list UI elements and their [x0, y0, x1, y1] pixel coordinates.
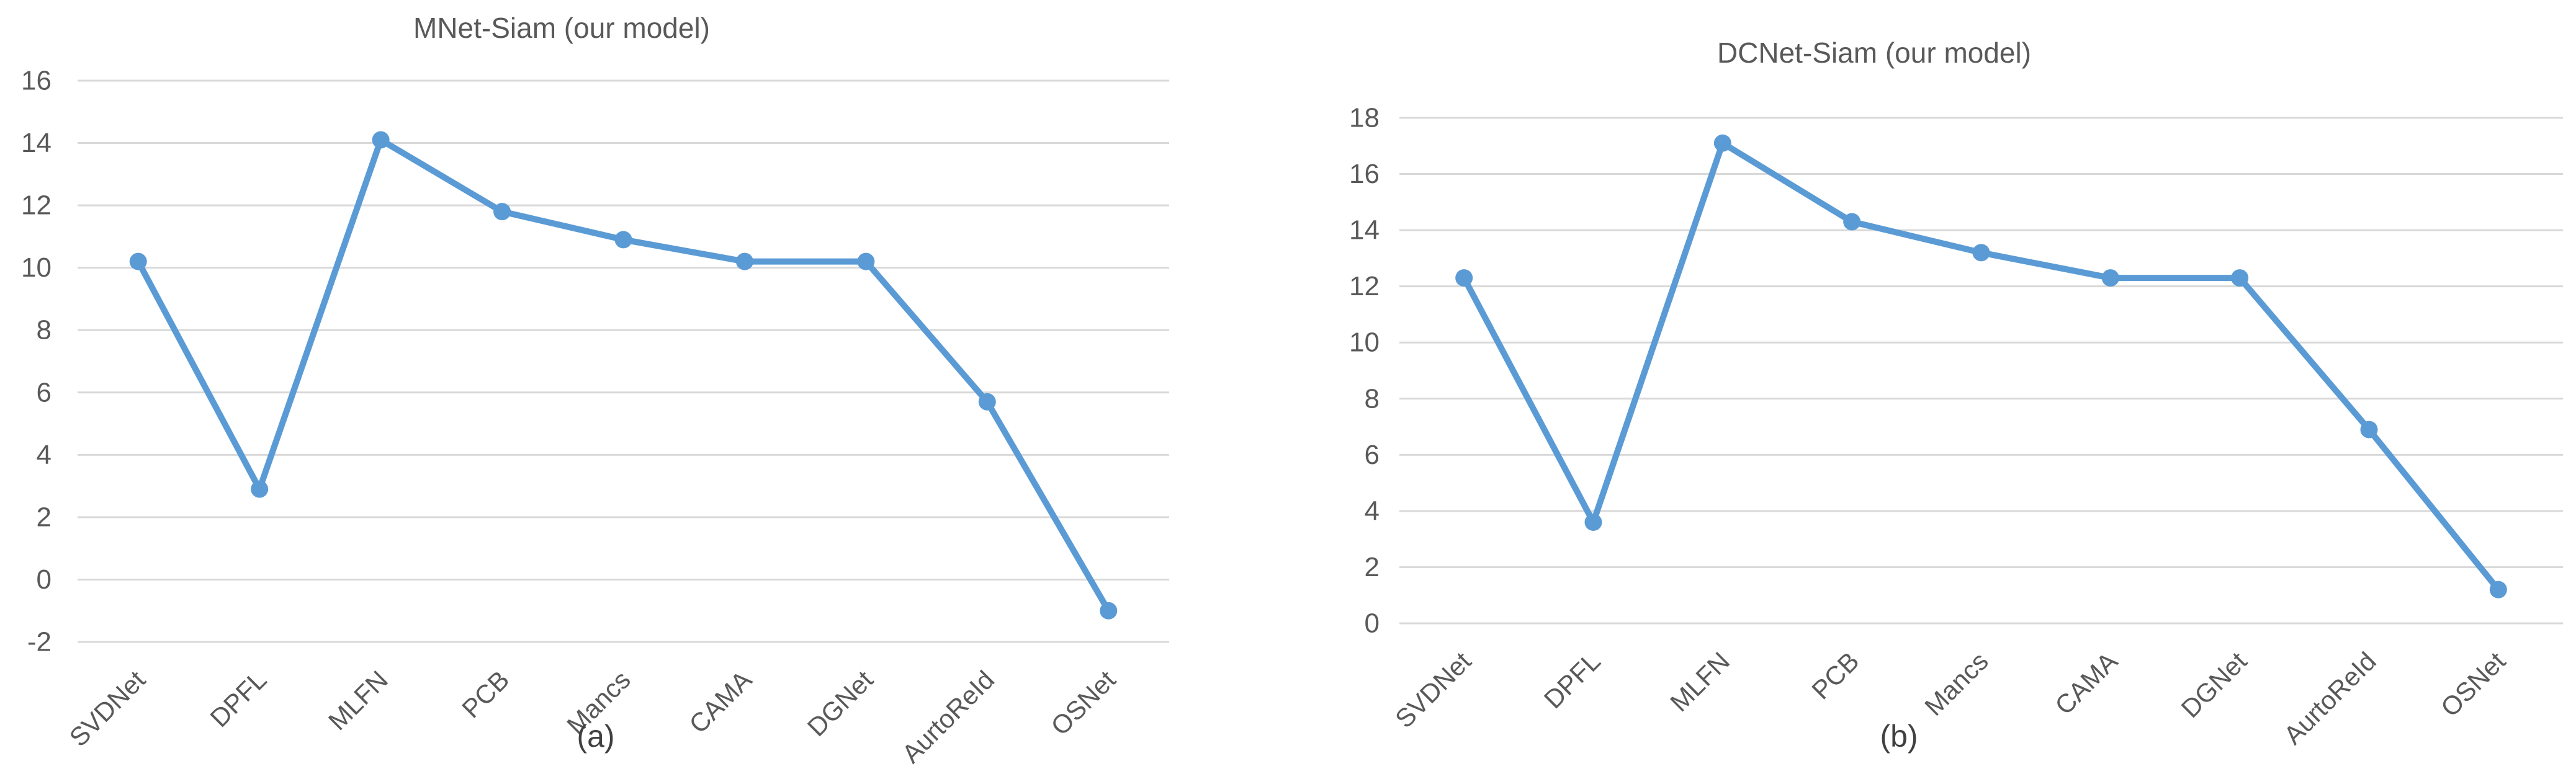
- y-axis-tick-label: 10: [21, 252, 52, 283]
- data-point-marker: [978, 393, 996, 411]
- data-point-marker: [2489, 581, 2507, 599]
- y-axis-tick-label: 0: [1365, 608, 1380, 639]
- data-point-marker: [1843, 213, 1861, 231]
- data-point-marker: [251, 480, 269, 498]
- y-axis-tick-label: 2: [37, 502, 52, 532]
- chart-title: MNet-Siam (our model): [413, 12, 710, 44]
- x-axis-category-label: DGNet: [2176, 646, 2253, 723]
- x-axis-category-label: MLFN: [1664, 646, 1735, 717]
- y-axis-tick-label: 4: [1365, 496, 1380, 526]
- series-line: [1461, 140, 2502, 593]
- data-point-marker: [2360, 421, 2378, 438]
- y-axis-tick-label: 10: [1349, 327, 1380, 358]
- y-axis-tick-label: 6: [37, 377, 52, 407]
- plot-area: 18 16 14 12 10 8 6 4 2 0 SVDNet DPFL MLFN PCB Mancs CAM…: [1349, 103, 2563, 750]
- data-point-marker: [2231, 269, 2249, 287]
- y-axis-tick-label: 6: [1365, 440, 1380, 470]
- subfigure-caption-a: (a): [577, 719, 615, 754]
- chart-title: DCNet-Siam (our model): [1717, 37, 2032, 69]
- x-axis-category-label: PCB: [1806, 646, 1864, 705]
- x-axis-category-label: AurtoReId: [896, 665, 1000, 768]
- y-axis-tick-label: 12: [21, 190, 52, 221]
- x-axis-category-label: DGNet: [802, 665, 879, 742]
- y-axis-tick-label: 8: [1365, 383, 1380, 414]
- mnet-siam-line-chart: MNet-Siam (our model) 16 14 12 10 8 6 4 2 0 -2 SVD…: [0, 0, 1216, 779]
- y-axis-tick-label: 16: [21, 66, 52, 96]
- x-axis-category-label: OSNet: [2435, 646, 2511, 723]
- series-line: [135, 136, 1112, 614]
- y-axis-tick-label: 0: [37, 564, 52, 595]
- data-point-marker: [735, 252, 753, 270]
- y-axis-tick-label: -2: [27, 627, 52, 657]
- x-axis-category-label: Mancs: [1919, 646, 1994, 721]
- data-point-marker: [2101, 269, 2119, 287]
- x-axis-category-label: AurtoReId: [2278, 646, 2382, 750]
- y-axis-tick-label: 14: [21, 128, 52, 158]
- y-axis-tick-label: 18: [1349, 103, 1380, 133]
- y-axis-tick-label: 16: [1349, 159, 1380, 189]
- y-axis-tick-label: 8: [37, 315, 52, 345]
- data-point-marker: [1713, 134, 1731, 152]
- y-axis-tick-label: 4: [37, 440, 52, 470]
- data-point-marker: [857, 252, 875, 270]
- x-axis-category-label: DPFL: [204, 665, 272, 732]
- dcnet-siam-line-chart: DCNet-Siam (our model) 18 16 14 12 10 8 6 4 2 0 SV…: [1300, 0, 2576, 779]
- y-axis-tick-label: 14: [1349, 215, 1380, 246]
- x-axis-category-label: DPFL: [1538, 646, 1606, 714]
- x-axis-category-label: OSNet: [1045, 665, 1121, 741]
- y-axis-tick-label: 2: [1365, 552, 1380, 582]
- data-point-marker: [614, 231, 632, 249]
- data-point-marker: [372, 131, 390, 149]
- data-point-marker: [1455, 269, 1473, 287]
- x-axis-category-label: CAMA: [683, 665, 757, 739]
- data-point-marker: [129, 252, 147, 270]
- x-axis-category-label: SVDNet: [64, 665, 151, 752]
- subfigure-caption-b: (b): [1880, 719, 1918, 754]
- data-point-marker: [493, 203, 511, 221]
- y-axis-tick-label: 12: [1349, 271, 1380, 301]
- x-axis-category-label: SVDNet: [1389, 646, 1477, 734]
- x-axis-category-label: MLFN: [323, 665, 393, 736]
- data-point-marker: [1972, 244, 1990, 262]
- data-point-marker: [1100, 602, 1118, 620]
- x-axis-category-label: CAMA: [2049, 646, 2123, 720]
- data-point-marker: [1584, 514, 1602, 531]
- x-axis-category-label: PCB: [456, 665, 514, 723]
